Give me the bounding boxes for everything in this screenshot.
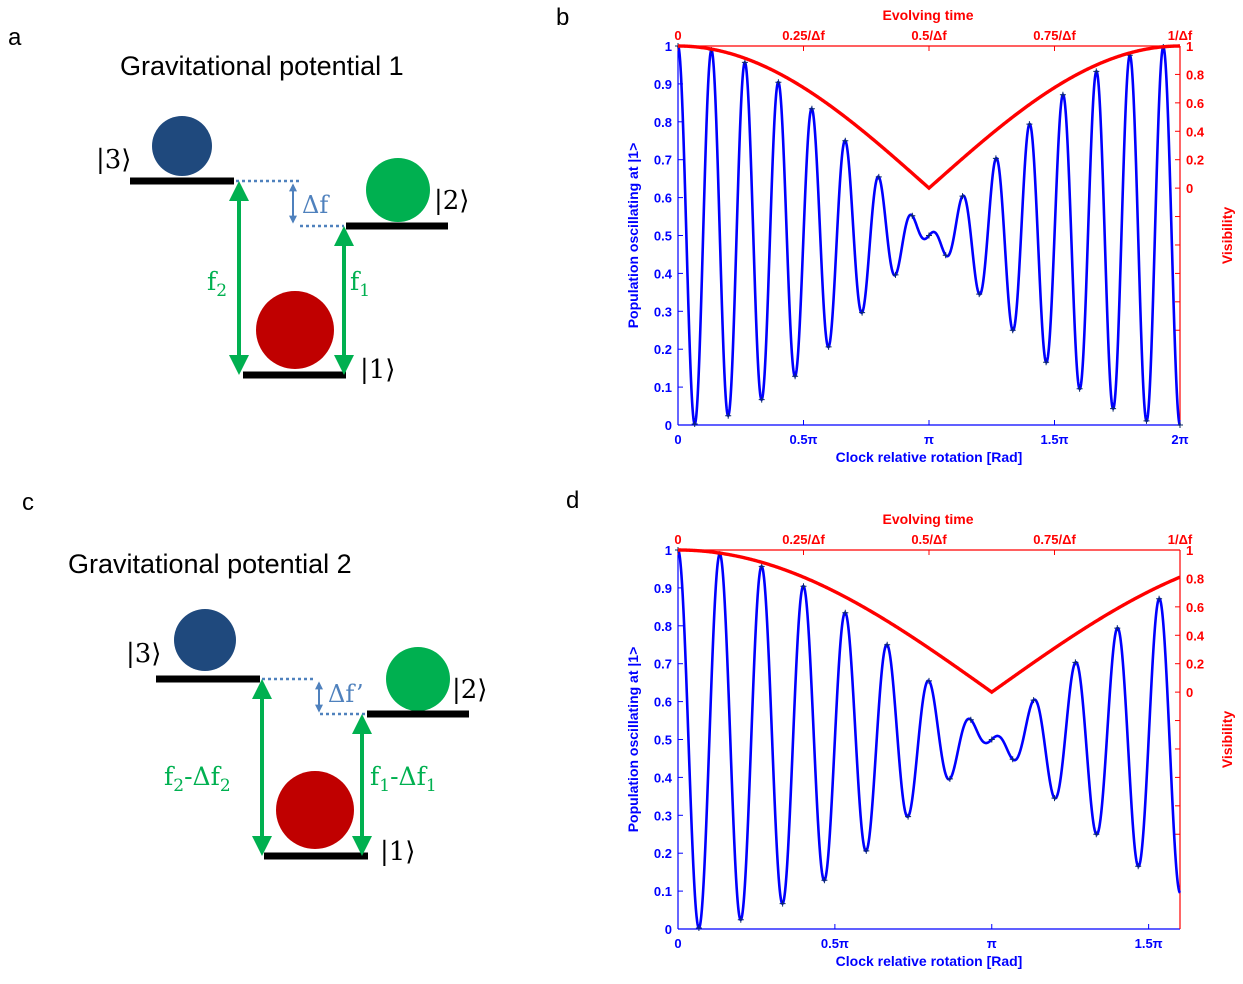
ket2-label: |2⟩ [452, 675, 487, 705]
y-tick-label: 0.2 [654, 846, 672, 861]
x-axis-label: Clock relative rotation [Rad] [836, 953, 1023, 969]
y-tick-label: 0.6 [654, 695, 672, 710]
y-tick-label: 0.1 [654, 380, 672, 395]
y2-tick-label: 0.8 [1186, 67, 1204, 82]
y2-tick-label: 0.4 [1186, 628, 1205, 643]
chart-d: 0 0.5π π 1.5π00.10.20.30.40.50.60.70.80.910… [625, 511, 1235, 969]
y2-tick-label: 0.4 [1186, 124, 1205, 139]
visibility-series-line [678, 44, 1180, 191]
y-tick-label: 0.4 [654, 266, 673, 281]
y2-tick-label: 0.8 [1186, 571, 1204, 586]
y2-tick-label: 0.2 [1186, 153, 1204, 168]
y-axis-label: Population oscillating at |1> [625, 647, 641, 833]
y-tick-label: 0.7 [654, 153, 672, 168]
top-tick-label: 0.75/Δf [1033, 532, 1076, 547]
x-tick-label: 2π [1171, 432, 1188, 447]
top-axis-title: Evolving time [882, 511, 973, 527]
x-tick-label: 0.5π [789, 432, 817, 447]
x-tick-label: π [924, 432, 934, 447]
y2-tick-label: 1 [1186, 543, 1193, 558]
ket3-label: |3⟩ [96, 145, 131, 175]
chart-b: 0 0.5π π 1.5π 2π 0 0.1 0.2 0.3 0.4 0.5 0.6 0.7 0.8 0.9… [625, 7, 1235, 465]
y-tick-label: 0 [665, 418, 672, 433]
x-axis-label: Clock relative rotation [Rad] [836, 449, 1023, 465]
y2-axis-label: Visibility [1219, 711, 1235, 769]
y-tick-label: 1 [665, 543, 672, 558]
top-tick-label: 0 [674, 28, 681, 43]
panel-letter-c: c [22, 489, 34, 516]
panel-c-diagram: c Gravitational potential 2 Δf’ f2-Δf2 f… [22, 489, 487, 867]
y2-tick-label: 0.6 [1186, 600, 1204, 615]
y2-tick-label: 0 [1186, 181, 1193, 196]
x-tick-label: 0 [674, 432, 681, 447]
top-axis-title: Evolving time [882, 7, 973, 23]
y-tick-label: 0 [665, 922, 672, 937]
y-tick-label: 0.6 [654, 191, 672, 206]
x-tick-label: 0 [674, 936, 681, 951]
y-tick-label: 0.2 [654, 342, 672, 357]
y-tick-label: 0.3 [654, 304, 672, 319]
f1-minus-delta-label: f1-Δf1 [370, 762, 437, 796]
ball-level1 [256, 291, 334, 369]
panel-letter-b: b [556, 4, 569, 31]
y2-tick-label: 0 [1186, 685, 1193, 700]
panel-a-diagram: a Gravitational potential 1 Δf f2 f1 |3⟩… [8, 24, 469, 385]
diagram-c-title: Gravitational potential 2 [68, 549, 352, 579]
y-tick-label: 0.7 [654, 657, 672, 672]
y-tick-label: 0.9 [654, 77, 672, 92]
top-tick-label: 0 [674, 532, 681, 547]
y-tick-label: 0.8 [654, 619, 672, 634]
delta-f-label: Δf [302, 191, 330, 219]
top-tick-label: 0.25/Δf [782, 532, 825, 547]
diagram-a-title: Gravitational potential 1 [120, 51, 404, 81]
y-tick-label: 0.5 [654, 733, 672, 748]
ket3-label: |3⟩ [126, 639, 161, 669]
visibility-series-line [678, 548, 1181, 695]
top-tick-label: 0.5/Δf [911, 532, 947, 547]
y-axis-label: Population oscillating at |1> [625, 143, 641, 329]
y-tick-label: 0.4 [654, 770, 673, 785]
top-tick-label: 0.25/Δf [782, 28, 825, 43]
y-tick-label: 0.5 [654, 229, 672, 244]
ball-level2 [386, 647, 450, 711]
x-tick-label: 0.5π [821, 936, 849, 951]
top-tick-label: 0.5/Δf [911, 28, 947, 43]
f1-label: f1 [350, 267, 370, 301]
y-tick-label: 0.3 [654, 808, 672, 823]
delta-f-prime-label: Δf’ [328, 680, 364, 708]
population-series-line [677, 548, 1181, 930]
y2-tick-label: 1 [1186, 39, 1193, 54]
y-tick-label: 1 [665, 39, 672, 54]
ball-level3 [152, 116, 212, 176]
ball-level3 [174, 609, 236, 671]
y2-axis-label: Visibility [1219, 207, 1235, 265]
ball-level1 [276, 771, 354, 849]
ball-level2 [366, 158, 430, 222]
y2-tick-label: 0.6 [1186, 96, 1204, 111]
x-tick-label: π [987, 936, 997, 951]
f2-minus-delta-label: f2-Δf2 [164, 762, 231, 796]
ket1-label: |1⟩ [380, 837, 415, 867]
y-tick-label: 0.9 [654, 581, 672, 596]
y-tick-label: 0.8 [654, 115, 672, 130]
x-tick-label: 1.5π [1040, 432, 1068, 447]
top-tick-label: 1/Δf [1168, 532, 1193, 547]
panel-letter-a: a [8, 24, 22, 51]
f2-label: f2 [207, 267, 227, 301]
top-tick-label: 0.75/Δf [1033, 28, 1076, 43]
y-tick-label: 0.1 [654, 884, 672, 899]
population-data-markers [675, 43, 1183, 428]
ket2-label: |2⟩ [434, 186, 469, 216]
panel-letter-d: d [566, 487, 579, 514]
x-tick-label: 1.5π [1135, 936, 1163, 951]
ket1-label: |1⟩ [360, 355, 395, 385]
y2-tick-label: 0.2 [1186, 657, 1204, 672]
top-tick-label: 1/Δf [1168, 28, 1193, 43]
